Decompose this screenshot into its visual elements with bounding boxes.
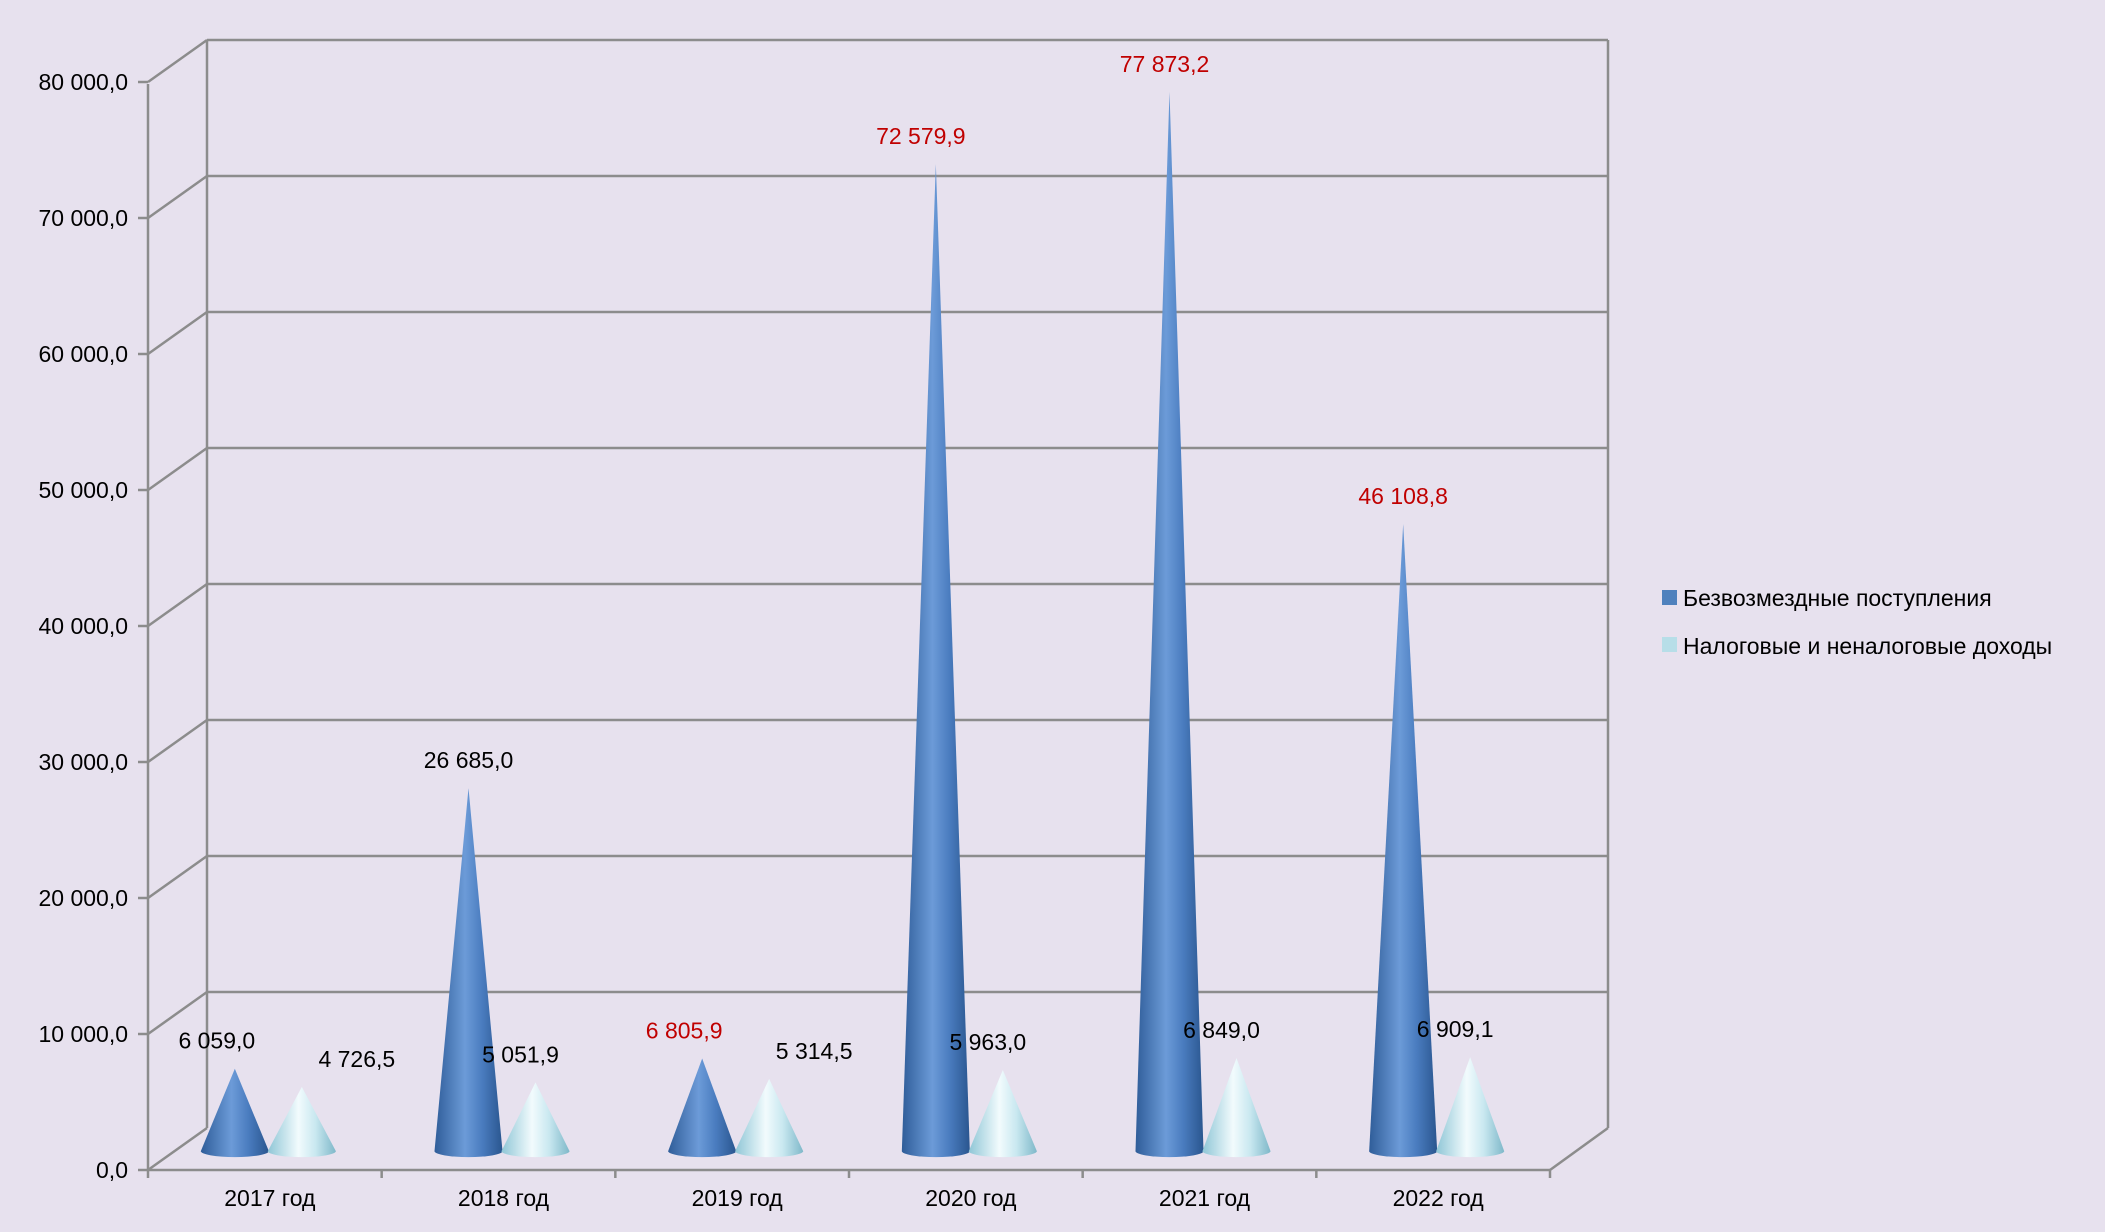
legend: Безвозмездные поступления Налоговые и не… [1662,585,2052,659]
cone-body [1202,1057,1271,1158]
data-labels: 6 059,0 26 685,0 6 805,9 72 579,9 77 873,2 46… [178,51,1493,1072]
gridline-side [147,1126,208,1172]
y-tick-label: 40 000,0 [38,613,128,639]
data-label: 4 726,5 [318,1046,395,1072]
data-label: 5 314,5 [776,1038,853,1064]
legend-label-series-2: Налоговые и неналоговые доходы [1683,633,2052,659]
x-tick-label: 2021 год [1159,1185,1251,1211]
gridline-side [147,990,208,1036]
cone-bezvozmezdnye [434,788,503,1158]
data-label: 72 579,9 [876,123,966,149]
cone-bezvozmezdnye [1369,524,1438,1158]
cones [200,92,1505,1158]
gridline-side [147,582,208,628]
x-tick-label: 2018 год [458,1185,550,1211]
y-tick-label: 80 000,0 [38,69,128,95]
x-axis-category-labels: 2017 год 2018 год 2019 год 2020 год 2021 год… [146,1170,1552,1211]
y-tick-label: 20 000,0 [38,885,128,911]
cone-nalogovye [267,1086,336,1158]
cone-nalogovye [735,1078,804,1158]
cone-nalogovye [501,1082,570,1158]
gridline-side [147,174,208,220]
legend-swatch-series-2 [1662,637,1677,652]
cone-body [1369,524,1438,1158]
y-tick-label: 60 000,0 [38,341,128,367]
y-tick-label: 0,0 [96,1157,128,1183]
cone-nalogovye [1202,1057,1271,1158]
cone-body [1135,92,1204,1158]
cone-bezvozmezdnye [901,164,970,1158]
cone-bezvozmezdnye [200,1068,269,1158]
gridline-side [147,446,208,492]
y-tick-label: 70 000,0 [38,205,128,231]
gridline-side [147,38,208,84]
cone-body [668,1058,737,1158]
cone-bezvozmezdnye [1135,92,1204,1158]
y-tick-label: 30 000,0 [38,749,128,775]
cone-nalogovye [968,1070,1037,1158]
data-label: 77 873,2 [1120,51,1210,77]
data-label: 5 051,9 [482,1041,559,1067]
gridline-side [147,854,208,900]
cone-body [968,1070,1037,1158]
data-label: 26 685,0 [424,747,514,773]
x-tick-label: 2022 год [1393,1185,1485,1211]
legend-label-series-1: Безвозмездные поступления [1683,585,1992,611]
cone-body [200,1068,269,1158]
y-tick-label: 50 000,0 [38,477,128,503]
data-label: 6 849,0 [1183,1017,1260,1043]
grid-lines [138,38,1608,1172]
cone-body [735,1078,804,1158]
cone-body [901,164,970,1158]
floor-right-edge [1549,1126,1609,1172]
x-tick-label: 2020 год [925,1185,1017,1211]
gridline-side [147,310,208,356]
cone-body [1436,1057,1505,1158]
gridline-side [147,718,208,764]
data-label: 6 909,1 [1417,1016,1494,1042]
cone-body [501,1082,570,1158]
cone-nalogovye [1436,1057,1505,1158]
x-tick-label: 2017 год [224,1185,316,1211]
data-label: 6 059,0 [178,1028,255,1054]
x-tick-label: 2019 год [692,1185,784,1211]
y-tick-label: 10 000,0 [38,1021,128,1047]
cone-bezvozmezdnye [668,1058,737,1158]
data-label: 6 805,9 [646,1018,723,1044]
data-label: 5 963,0 [949,1029,1026,1055]
legend-swatch-series-1 [1662,590,1677,605]
cone-body [434,788,503,1158]
data-label: 46 108,8 [1358,483,1448,509]
cone-body [267,1086,336,1158]
y-axis-tick-labels: 0,0 10 000,0 20 000,0 30 000,0 40 000,0 50 00… [38,69,128,1183]
